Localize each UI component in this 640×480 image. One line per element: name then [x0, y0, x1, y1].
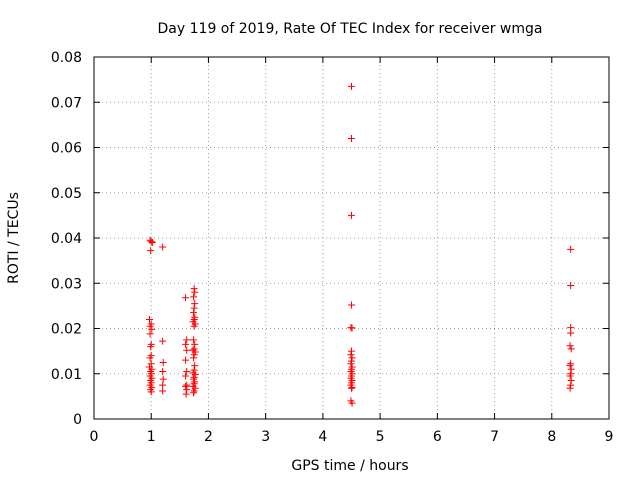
data-point	[159, 381, 167, 389]
data-point	[190, 285, 198, 293]
data-point	[147, 360, 155, 368]
y-tick-label: 0.06	[51, 141, 82, 157]
x-tick-label: 0	[90, 429, 99, 445]
data-point	[159, 243, 167, 251]
data-point	[567, 345, 575, 353]
data-point	[348, 399, 356, 407]
data-points	[146, 82, 575, 407]
x-tick-label: 1	[147, 429, 156, 445]
data-point	[567, 365, 575, 373]
data-point	[182, 340, 190, 348]
y-tick-label: 0.08	[51, 50, 82, 66]
y-tick-label: 0.04	[51, 231, 82, 247]
data-point	[567, 282, 575, 290]
data-point	[159, 337, 167, 345]
data-point	[159, 367, 167, 375]
data-point	[183, 346, 191, 354]
x-tick-label: 8	[547, 429, 556, 445]
data-point	[348, 354, 356, 362]
data-point	[347, 351, 355, 359]
data-point	[348, 301, 355, 309]
data-point	[190, 373, 198, 381]
data-point	[147, 238, 155, 246]
data-point	[348, 383, 356, 391]
data-point	[146, 315, 154, 323]
data-point	[348, 82, 355, 90]
data-point	[148, 239, 156, 247]
data-point	[348, 324, 356, 332]
data-point	[190, 293, 198, 301]
y-tick-label: 0.01	[51, 367, 82, 383]
data-point	[159, 358, 167, 366]
data-point	[148, 325, 156, 333]
data-point	[190, 322, 198, 330]
x-tick-label: 3	[261, 429, 270, 445]
data-point	[190, 351, 198, 359]
data-point	[567, 381, 575, 389]
data-point	[566, 372, 574, 380]
data-point	[147, 343, 155, 351]
data-point	[182, 294, 190, 302]
data-point	[146, 330, 154, 338]
y-tick-label: 0.05	[51, 186, 82, 202]
data-point	[567, 360, 575, 368]
data-point	[348, 384, 355, 392]
data-point	[159, 375, 167, 383]
data-point	[190, 354, 198, 362]
data-point	[191, 378, 199, 386]
data-point	[348, 134, 355, 142]
x-tick-label: 4	[318, 429, 327, 445]
data-point	[191, 340, 199, 348]
data-point	[183, 336, 191, 344]
data-point	[191, 288, 199, 296]
y-tick-label: 0.03	[51, 276, 82, 292]
x-axis: 0 1 2 3 4 5 6 7 8 9	[90, 57, 614, 445]
data-point	[190, 387, 198, 395]
data-point	[146, 322, 154, 330]
data-point	[348, 347, 355, 355]
data-point	[567, 377, 575, 385]
data-point	[190, 309, 198, 317]
data-point	[159, 387, 167, 395]
x-tick-label: 5	[376, 429, 385, 445]
data-point	[567, 329, 575, 337]
data-point	[146, 354, 154, 362]
data-point	[182, 390, 190, 398]
y-tick-label: 0	[73, 412, 82, 428]
x-tick-label: 2	[204, 429, 213, 445]
data-point	[147, 247, 155, 255]
data-point	[190, 336, 198, 344]
data-point	[183, 367, 191, 375]
x-tick-label: 7	[490, 429, 499, 445]
data-point	[190, 345, 198, 353]
y-axis: 0 0.01 0.02 0.03 0.04 0.05 0.06 0.07 0.08	[51, 50, 609, 428]
y-tick-label: 0.02	[51, 322, 82, 338]
data-point	[191, 300, 199, 308]
plot-frame	[93, 56, 610, 420]
x-tick-label: 6	[433, 429, 442, 445]
data-point	[191, 362, 199, 370]
data-point	[567, 245, 575, 253]
x-axis-title: GPS time / hours	[291, 458, 408, 474]
grid-lines	[94, 57, 609, 419]
data-point	[566, 342, 574, 350]
data-point	[566, 384, 574, 392]
data-point	[182, 372, 190, 380]
data-point	[566, 362, 574, 370]
data-point	[147, 388, 155, 396]
data-point	[347, 360, 355, 368]
y-tick-label: 0.07	[51, 95, 82, 111]
data-point	[183, 386, 191, 394]
data-point	[182, 382, 190, 390]
x-tick-label: 9	[605, 429, 614, 445]
data-point	[348, 211, 355, 219]
chart-title: Day 119 of 2019, Rate Of TEC Index for r…	[158, 21, 543, 37]
data-point	[190, 389, 198, 397]
data-point	[182, 356, 190, 364]
y-axis-title: ROTI / TECUs	[6, 192, 22, 284]
data-point	[190, 304, 198, 312]
